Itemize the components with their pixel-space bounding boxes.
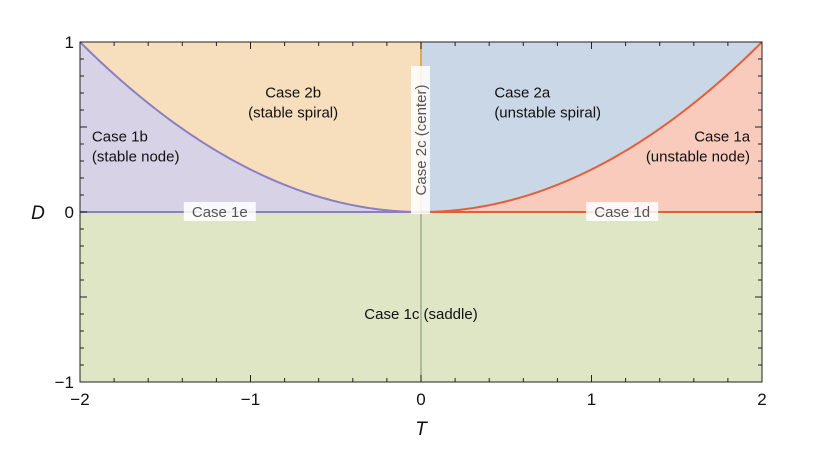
x-tick-label: 0 <box>416 390 425 409</box>
boundary-label-text: Case 2c (center) <box>413 85 430 196</box>
region-label-title: Case 2a <box>494 85 551 102</box>
region-label-title: Case 1b <box>92 129 148 146</box>
curve-left <box>79 41 422 213</box>
region-label-subtitle: (stable node) <box>92 149 180 166</box>
x-tick-label: 1 <box>587 390 596 409</box>
region-label-subtitle: (unstable node) <box>646 149 750 166</box>
x-tick-label: −2 <box>70 390 89 409</box>
boundary-label-text: Case 1e <box>192 204 248 221</box>
x-tick-label: 2 <box>757 390 766 409</box>
region-case-2a <box>421 42 762 212</box>
x-axis-label: T <box>415 419 428 440</box>
region-label-subtitle: (unstable spiral) <box>494 105 601 122</box>
boundary-label-text: Case 1d <box>594 204 650 221</box>
y-tick-label: 0 <box>65 203 74 222</box>
region-case-2b <box>80 42 421 212</box>
region-label-subtitle: (stable spiral) <box>248 105 338 122</box>
region-label-title: Case 1c (saddle) <box>364 306 477 323</box>
x-tick-label: −1 <box>241 390 260 409</box>
ticks-layer <box>79 41 763 383</box>
region-label-title: Case 1a <box>694 129 751 146</box>
region-case-1a <box>421 42 762 212</box>
boundary-label-box <box>411 66 430 214</box>
y-axis-label: D <box>31 203 45 224</box>
boundary-label-box <box>183 202 256 221</box>
curve-right <box>420 41 763 213</box>
boundary-label-box <box>586 202 659 221</box>
region-label-title: Case 2b <box>265 85 321 102</box>
y-tick-label: 1 <box>65 33 74 52</box>
y-tick-label: −1 <box>55 373 74 392</box>
boundary-label-vertical: Case 2c (center) <box>411 66 430 214</box>
region-case-1b <box>80 42 421 212</box>
